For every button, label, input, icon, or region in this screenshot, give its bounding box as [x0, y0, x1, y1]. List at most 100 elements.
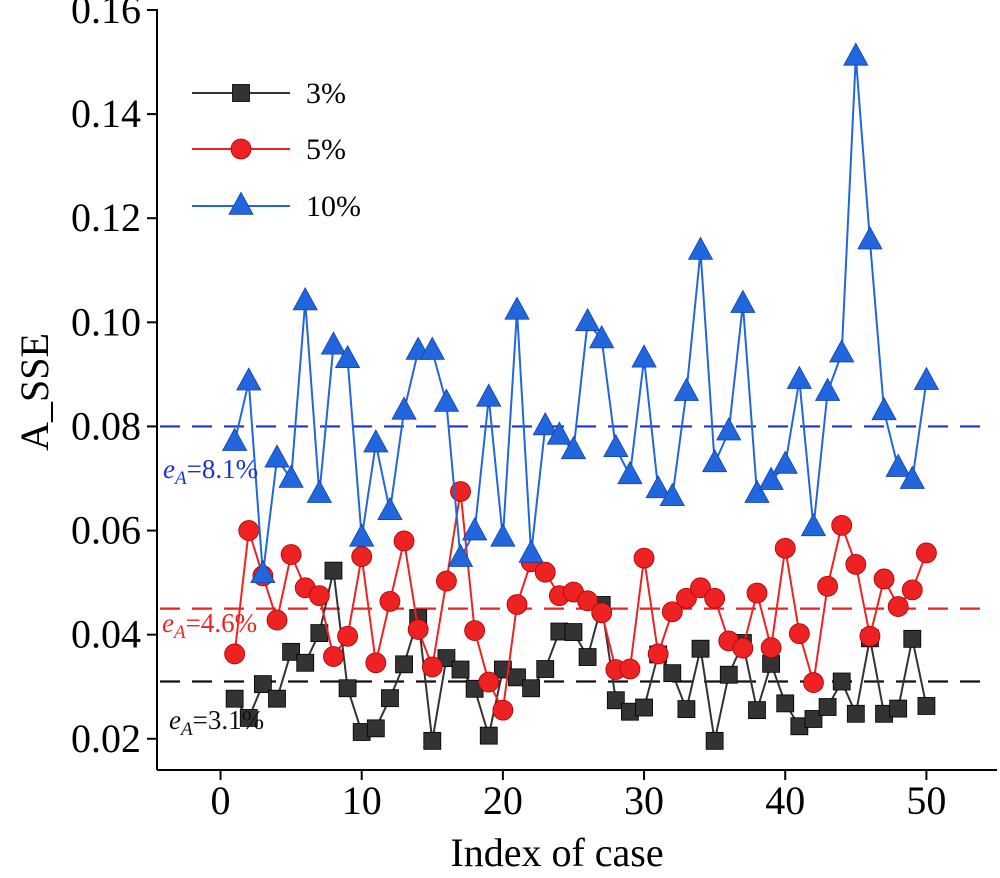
data-point [776, 694, 795, 713]
data-point [508, 668, 526, 687]
y-tick-label: 0.16 [71, 0, 141, 32]
data-point [436, 570, 457, 592]
data-point [676, 587, 697, 609]
data-point [633, 547, 655, 569]
x-tick-label: 50 [906, 778, 946, 823]
data-point [266, 609, 288, 631]
data-point [379, 590, 401, 612]
reference-lines [160, 425, 989, 683]
data-point [899, 465, 925, 489]
data-point [239, 709, 258, 727]
data-point [221, 427, 248, 451]
data-point [800, 512, 827, 537]
axes [156, 9, 997, 771]
data-point [393, 530, 415, 552]
data-point [308, 585, 330, 607]
data-point [381, 689, 399, 708]
data-point [280, 544, 302, 565]
data-point [224, 643, 246, 665]
x-tick-label: 30 [624, 778, 664, 823]
y-tick-label: 0.12 [71, 195, 141, 240]
reference-line-label: eA=8.1% [163, 454, 258, 489]
series-triangle [221, 42, 940, 584]
data-point [603, 433, 629, 458]
data-point [253, 675, 272, 694]
data-point [857, 226, 883, 250]
data-point [395, 655, 413, 674]
data-point [788, 623, 810, 645]
data-point [349, 523, 375, 547]
series-circle [224, 481, 937, 721]
legend-marker [228, 191, 254, 215]
data-point [691, 639, 710, 658]
data-point [433, 388, 460, 412]
data-point [716, 417, 742, 441]
data-point [306, 479, 333, 503]
data-point [476, 383, 502, 407]
data-point [690, 577, 711, 599]
x-tick-label: 0 [211, 778, 231, 823]
data-point [786, 365, 813, 389]
series-line [233, 56, 928, 575]
data-point [760, 637, 782, 659]
data-point [461, 517, 488, 541]
data-point [746, 582, 768, 604]
ticks: 0 10 20 30 40 50 0.02 0.04 0.06 0.08 0.10 0.12 0.14 0… [71, 0, 946, 823]
data-point [748, 701, 766, 720]
y-tick-label: 0.06 [71, 508, 141, 553]
data-point [574, 307, 601, 332]
data-point [365, 652, 387, 674]
data-point [647, 643, 669, 665]
data-point [407, 619, 429, 640]
y-tick-label: 0.04 [71, 612, 141, 657]
data-point [631, 344, 657, 368]
data-point [564, 623, 583, 641]
data-point [730, 289, 756, 313]
legend-label: 10% [306, 190, 361, 223]
data-point [419, 336, 445, 360]
data-point [338, 679, 357, 698]
data-point [536, 660, 555, 678]
data-point [606, 691, 625, 710]
data-point [506, 594, 528, 615]
data-point [619, 658, 641, 680]
data-point [236, 367, 262, 391]
data-point [324, 561, 343, 580]
data-point [804, 710, 823, 728]
data-point [589, 325, 615, 349]
data-point [363, 429, 389, 453]
data-point [377, 496, 403, 521]
data-point [744, 479, 770, 503]
y-tick-label: 0.08 [71, 403, 141, 448]
data-point [534, 561, 556, 583]
data-point [917, 697, 936, 715]
data-point [705, 731, 724, 750]
data-point [817, 575, 838, 597]
data-point [772, 450, 798, 474]
y-tick-label: 0.02 [71, 716, 141, 761]
data-point [677, 700, 696, 718]
data-point [635, 698, 653, 717]
data-point [832, 672, 851, 691]
x-tick-label: 10 [342, 778, 382, 823]
data-point [758, 466, 784, 490]
data-point [687, 236, 714, 260]
x-tick-label: 40 [765, 778, 805, 823]
data-point [479, 726, 498, 745]
data-point [704, 587, 726, 609]
data-point [250, 559, 276, 584]
y-axis-title: A_SSE [12, 333, 57, 451]
data-point [292, 287, 318, 311]
data-point [591, 602, 613, 624]
data-point [663, 664, 682, 683]
data-point [846, 704, 865, 723]
data-point [719, 665, 738, 684]
data-point [334, 344, 361, 369]
data-point [774, 537, 796, 559]
data-point [518, 539, 544, 563]
data-point [366, 719, 385, 738]
data-point [492, 699, 514, 721]
data-point [578, 648, 597, 666]
legend: 3% 5% 10% [192, 77, 361, 223]
data-point [818, 698, 837, 716]
